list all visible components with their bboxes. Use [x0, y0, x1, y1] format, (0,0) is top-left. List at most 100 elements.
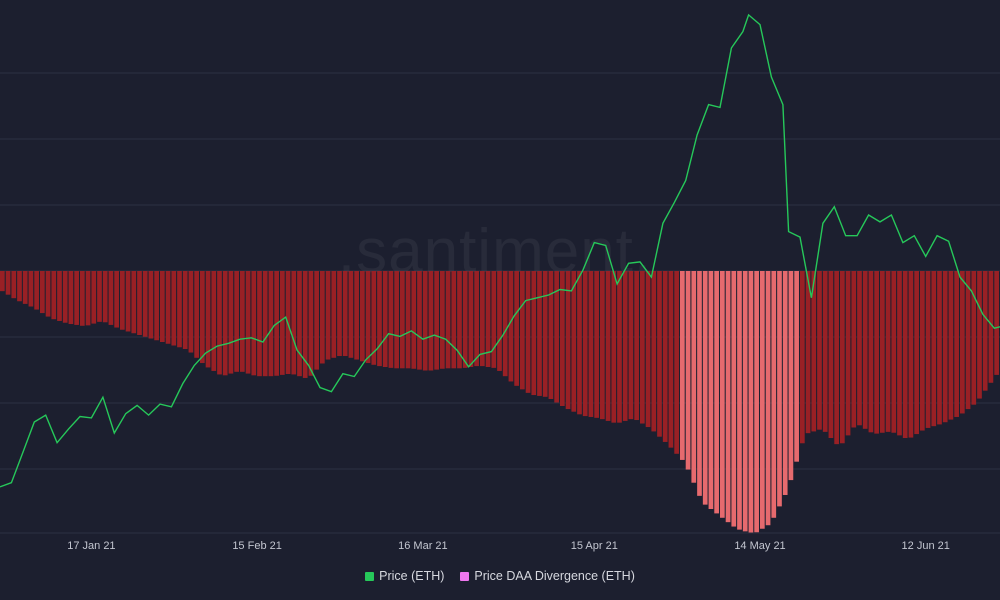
divergence-bar	[388, 271, 394, 368]
divergence-bar	[765, 271, 771, 526]
divergence-bar	[348, 271, 354, 358]
divergence-bar	[120, 271, 125, 330]
divergence-bar	[228, 271, 234, 374]
divergence-bar	[222, 271, 228, 376]
legend-swatch-divergence	[460, 571, 470, 581]
divergence-bar	[457, 271, 462, 369]
divergence-bar	[988, 271, 994, 383]
divergence-bar	[948, 271, 954, 420]
divergence-bar	[525, 271, 531, 393]
divergence-bar	[885, 271, 891, 432]
x-tick-label: 17 Jan 21	[67, 540, 115, 552]
divergence-bar	[497, 271, 502, 371]
divergence-bar	[691, 271, 697, 483]
divergence-bar	[382, 271, 388, 367]
divergence-bar	[971, 271, 977, 405]
legend-item-price[interactable]: Price (ETH)	[365, 569, 444, 583]
divergence-bar	[11, 271, 17, 299]
divergence-bar	[794, 271, 799, 462]
divergence-bar	[405, 271, 411, 369]
x-tick-label: 15 Apr 21	[571, 540, 618, 552]
divergence-bar	[34, 271, 39, 310]
divergence-bar	[131, 271, 137, 334]
divergence-bar	[102, 271, 108, 323]
divergence-bar	[977, 271, 982, 399]
divergence-bar	[520, 271, 525, 390]
divergence-bar	[862, 271, 868, 429]
divergence-bar	[468, 271, 474, 367]
x-tick-label: 16 Mar 21	[398, 540, 448, 552]
divergence-bar	[154, 271, 159, 341]
divergence-bar	[908, 271, 914, 438]
divergence-bar	[182, 271, 188, 350]
divergence-bar	[582, 271, 588, 417]
divergence-bar	[954, 271, 959, 417]
divergence-bar	[834, 271, 839, 445]
divergence-bar	[62, 271, 68, 323]
divergence-bar	[982, 271, 988, 391]
divergence-bar	[805, 271, 811, 434]
divergence-bar	[85, 271, 91, 326]
legend: Price (ETH) Price DAA Divergence (ETH)	[0, 569, 1000, 583]
divergence-bar	[994, 271, 999, 375]
divergence-bar	[291, 271, 297, 375]
divergence-bar	[302, 271, 308, 378]
divergence-bar	[640, 271, 645, 424]
divergence-bar	[22, 271, 28, 304]
divergence-bar	[868, 271, 874, 433]
divergence-bar	[211, 271, 217, 371]
legend-item-divergence[interactable]: Price DAA Divergence (ETH)	[460, 569, 635, 583]
divergence-bar	[680, 271, 685, 460]
divergence-bar	[605, 271, 611, 421]
divergence-bar	[314, 271, 319, 370]
divergence-bar	[925, 271, 931, 428]
divergence-bar	[217, 271, 222, 375]
divergence-bar	[400, 271, 405, 369]
divergence-bar	[371, 271, 377, 365]
x-tick-label: 15 Feb 21	[232, 540, 282, 552]
divergence-bar	[165, 271, 171, 344]
divergence-bar	[674, 271, 679, 454]
divergence-bar	[434, 271, 439, 370]
divergence-bar	[97, 271, 102, 322]
divergence-bar	[428, 271, 434, 371]
divergence-bar	[445, 271, 451, 369]
divergence-bar	[594, 271, 599, 418]
divergence-bar	[337, 271, 342, 357]
divergence-bar	[902, 271, 908, 438]
divergence-bar	[160, 271, 165, 343]
divergence-bar	[697, 271, 702, 496]
divergence-bar	[502, 271, 508, 377]
divergence-bar	[685, 271, 691, 470]
divergence-bar	[148, 271, 154, 339]
divergence-bar	[702, 271, 708, 505]
divergence-bar	[611, 271, 617, 423]
divergence-bars	[0, 271, 999, 534]
divergence-bar	[600, 271, 605, 420]
x-tick-label: 12 Jun 21	[902, 540, 950, 552]
divergence-bar	[737, 271, 742, 530]
divergence-bar	[811, 271, 817, 432]
divergence-bar	[508, 271, 514, 382]
divergence-bar	[874, 271, 879, 434]
divergence-bar	[194, 271, 199, 358]
price-line	[0, 13, 1000, 488]
divergence-bar	[440, 271, 445, 369]
divergence-bar	[760, 271, 765, 529]
legend-label-divergence: Price DAA Divergence (ETH)	[474, 569, 635, 583]
divergence-bar	[651, 271, 657, 432]
divergence-bar	[537, 271, 542, 396]
divergence-bar	[571, 271, 577, 412]
divergence-bar	[634, 271, 639, 421]
divergence-bar	[857, 271, 862, 426]
divergence-bar	[588, 271, 594, 417]
divergence-bar	[74, 271, 79, 325]
divergence-bar	[542, 271, 548, 397]
divergence-bar	[720, 271, 725, 518]
divergence-bar	[714, 271, 719, 514]
divergence-bar	[411, 271, 417, 369]
divergence-bar	[742, 271, 748, 532]
divergence-bar	[177, 271, 182, 348]
divergence-bar	[822, 271, 828, 432]
